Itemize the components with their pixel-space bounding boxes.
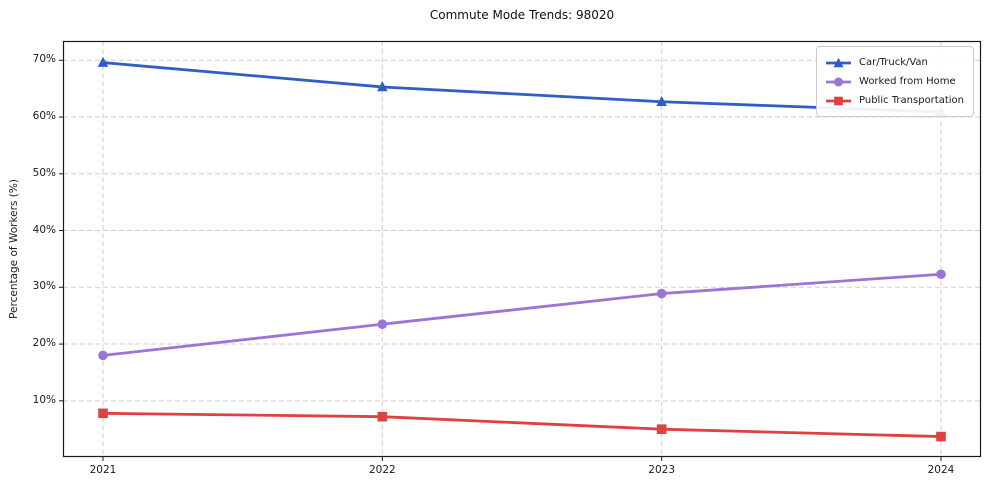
line-square-swatch	[826, 96, 852, 105]
legend-label: Car/Truck/Van	[859, 57, 928, 68]
legend-item-public-transportation: Public Transportation	[825, 91, 964, 110]
triangle-marker	[656, 95, 667, 107]
circle-marker	[936, 269, 946, 280]
x-tick-label: 2022	[368, 464, 396, 476]
square-marker	[656, 424, 667, 434]
line-triangle-swatch	[826, 57, 852, 67]
series-line-circle	[102, 272, 942, 357]
x-tick-label: 2023	[648, 464, 676, 476]
series-line-square	[102, 411, 942, 438]
y-tick-label: 60%	[32, 110, 56, 123]
triangle-marker	[97, 56, 109, 67]
square-marker	[936, 431, 946, 442]
legend: Car/Truck/Van Worked from Home Public Tr…	[816, 46, 974, 117]
chart-title: Commute Mode Trends: 98020	[429, 8, 615, 22]
x-tick-label: 2024	[927, 464, 955, 476]
y-tick-label: 30%	[32, 280, 56, 293]
triangle-marker-icon	[833, 57, 844, 67]
circle-marker	[377, 319, 388, 329]
series-line-triangle	[102, 61, 942, 114]
square-marker	[98, 408, 108, 419]
x-tick-label: 2021	[89, 464, 117, 476]
legend-item-worked-from-home: Worked from Home	[825, 72, 964, 91]
y-tick-label: 40%	[32, 223, 56, 236]
square-marker-icon	[834, 96, 843, 105]
circle-marker	[656, 288, 667, 299]
plot-border	[62, 40, 982, 458]
line-circle-swatch	[826, 77, 852, 86]
square-marker	[377, 411, 388, 422]
legend-item-car-truck-van: Car/Truck/Van	[825, 53, 964, 72]
y-tick-label: 70%	[32, 53, 56, 66]
legend-label: Public Transportation	[859, 95, 964, 106]
circle-marker	[98, 350, 108, 361]
triangle-marker	[377, 81, 388, 92]
y-tick-label: 50%	[32, 166, 56, 179]
legend-label: Worked from Home	[859, 76, 956, 87]
circle-marker-icon	[834, 77, 844, 86]
y-tick-label: 10%	[32, 393, 56, 406]
y-tick-label: 20%	[32, 337, 56, 350]
